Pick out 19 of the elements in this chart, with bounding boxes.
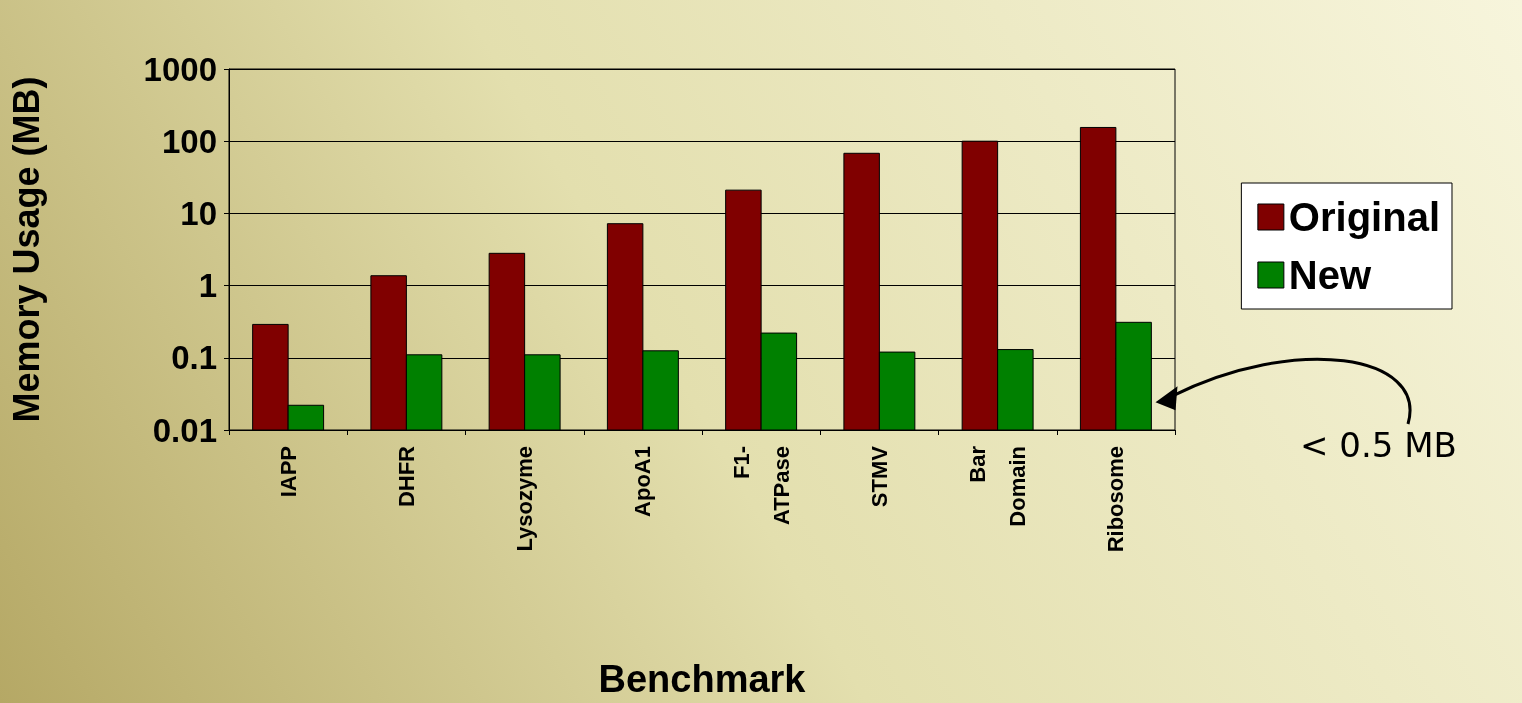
x-tick-label: DHFR	[393, 445, 419, 508]
legend-label: New	[1288, 253, 1372, 297]
x-tick-label: STMV	[866, 445, 892, 508]
x-tick-label: F1-ATPase	[728, 446, 794, 526]
y-tick-label: 1	[198, 267, 217, 305]
y-tick-label: 0.1	[171, 339, 217, 377]
legend-label: Original	[1288, 195, 1441, 239]
x-tick-label: Lysozyme	[512, 446, 538, 552]
y-tick-label: 1000	[143, 50, 217, 88]
text: < 0.5 MB	[1300, 425, 1457, 465]
x-tick-label: ApoA1	[630, 446, 656, 517]
x-tick-label: Bar Domain	[965, 445, 1031, 527]
y-tick-label: 0.01	[152, 411, 217, 449]
x-tick-label: IAPP	[275, 446, 301, 498]
x-axis-title: Benchmark	[598, 658, 807, 700]
y-axis-title: Memory Usage (MB)	[5, 76, 47, 423]
x-tick-label: Ribosome	[1103, 446, 1129, 553]
y-tick-label: 100	[161, 122, 217, 160]
y-tick-label: 10	[180, 194, 217, 232]
